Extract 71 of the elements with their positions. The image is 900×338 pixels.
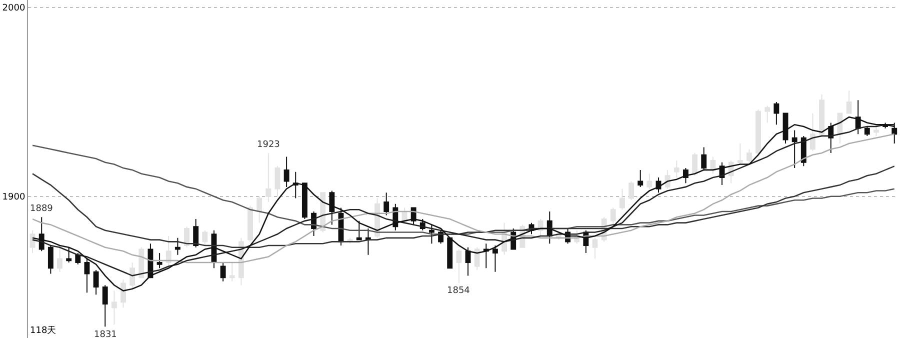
candlestick	[356, 220, 362, 240]
candlestick	[664, 169, 670, 190]
annotation: 1831	[94, 330, 117, 338]
candlestick	[837, 112, 843, 144]
candlestick	[274, 166, 280, 197]
candlestick	[156, 252, 162, 269]
y-tick-label: 1900	[2, 192, 26, 203]
candlestick	[229, 262, 235, 282]
candlestick	[819, 94, 825, 136]
candlestick	[810, 112, 816, 152]
candlestick	[384, 192, 390, 216]
candlestick	[66, 246, 72, 263]
candlestick	[93, 270, 99, 296]
candlestick	[737, 143, 743, 165]
candlestick	[456, 248, 462, 284]
candlestick	[846, 90, 852, 114]
candlestick	[646, 173, 652, 190]
annotation: 1923	[257, 140, 280, 150]
candlestick	[874, 124, 879, 136]
candlestick	[756, 109, 762, 158]
candlestick	[266, 152, 272, 203]
candlestick	[692, 152, 698, 176]
candlestick	[701, 146, 707, 170]
candlestick	[610, 207, 616, 226]
candlestick	[474, 246, 480, 271]
candlestick	[492, 244, 498, 272]
candlestick	[120, 278, 126, 308]
candlestick	[248, 205, 253, 242]
candlestick	[628, 180, 634, 201]
candlestick	[193, 218, 199, 248]
candlestick	[284, 156, 290, 188]
candlestick	[130, 262, 136, 290]
candlestick	[174, 237, 180, 256]
candlestick	[538, 218, 544, 237]
candlestick	[256, 196, 262, 224]
candlestick	[138, 246, 144, 278]
candlestick	[365, 228, 371, 256]
annotation: 1889	[30, 204, 54, 214]
annotation: 118天	[30, 325, 56, 336]
candlestick	[184, 226, 190, 248]
candlestick	[774, 101, 780, 126]
candlestick	[329, 190, 335, 226]
candlestick	[111, 290, 117, 326]
candlestick	[220, 262, 226, 282]
candlestick	[746, 148, 752, 163]
candlestick	[864, 126, 870, 136]
candlestick	[166, 236, 172, 269]
candlestick	[428, 224, 434, 244]
candlestick	[828, 122, 834, 154]
candlestick	[465, 246, 471, 276]
candlestick	[483, 243, 489, 269]
candlestick	[638, 169, 644, 188]
candlestick	[619, 188, 625, 210]
candlestick	[292, 171, 298, 199]
candlestick	[592, 237, 598, 260]
candlestick	[57, 244, 62, 272]
candlestick	[48, 244, 54, 274]
candlestick	[546, 210, 552, 244]
candlestick	[102, 284, 108, 328]
candlestick	[202, 230, 208, 246]
candlestick	[447, 237, 453, 269]
candlestick	[674, 160, 680, 178]
candlestick	[38, 216, 44, 252]
candlestick	[710, 156, 716, 174]
candlestick	[30, 230, 36, 254]
candlestick	[764, 105, 770, 124]
line-series	[32, 166, 896, 248]
y-tick-label: 2000	[2, 4, 26, 14]
candlestick	[302, 182, 308, 220]
candlestick	[792, 130, 798, 169]
annotation: 1854	[447, 286, 470, 296]
